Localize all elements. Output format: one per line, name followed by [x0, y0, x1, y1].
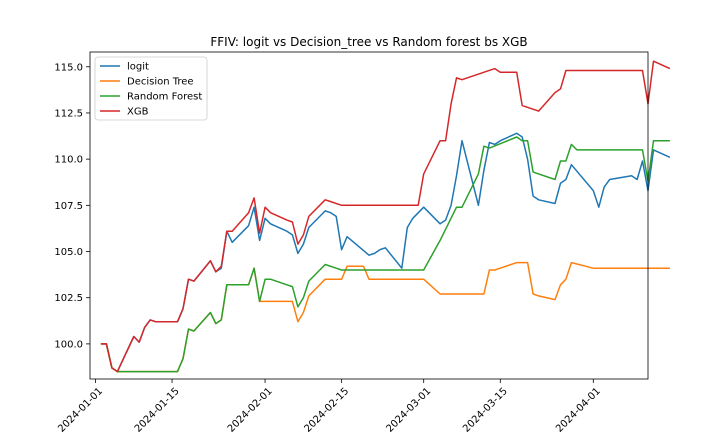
x-tick-label-5: 2024-03-15: [461, 386, 510, 432]
x-tick-label-2: 2024-02-01: [226, 386, 275, 432]
legend-label-2: Random Forest: [127, 92, 202, 103]
y-tick-label-1: 102.5: [54, 293, 83, 304]
x-tick-label-3: 2024-02-15: [302, 386, 351, 432]
legend-label-0: logit: [127, 62, 149, 73]
series-line-1: [100, 261, 670, 373]
y-tick-label-6: 115.0: [54, 62, 83, 73]
y-tick-label-5: 112.5: [54, 108, 83, 119]
plot-area: [100, 60, 671, 373]
x-tick-label-6: 2024-04-01: [554, 386, 603, 432]
x-axis: 2024-01-01 2024-01-15 2024-02-01 2024-02-15…: [56, 379, 603, 432]
legend-box: [94, 56, 208, 121]
y-tick-label-4: 110.0: [54, 155, 83, 166]
legend-label-1: Decision Tree: [127, 77, 194, 88]
x-tick-label-0: 2024-01-01: [56, 386, 105, 432]
chart-title: FFIV: logit vs Decision_tree vs Random f…: [210, 35, 527, 49]
legend: logit Decision Tree Random Forest XGB: [94, 56, 208, 121]
y-tick-label-2: 105.0: [54, 247, 83, 258]
legend-label-3: XGB: [127, 107, 149, 118]
series-line-3: [100, 60, 671, 373]
y-axis: 100.0 102.5 105.0 107.5 110.0 112.5 115.0: [54, 62, 90, 350]
x-tick-label-1: 2024-01-15: [133, 386, 182, 432]
series-line-2: [100, 136, 670, 373]
series-line-0: [100, 132, 671, 373]
y-tick-label-3: 107.5: [54, 201, 83, 212]
x-tick-label-4: 2024-03-01: [384, 386, 433, 432]
y-tick-label-0: 100.0: [54, 339, 83, 350]
plot-frame: [89, 51, 649, 380]
